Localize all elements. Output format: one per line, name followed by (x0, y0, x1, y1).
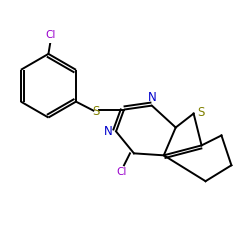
Text: S: S (92, 105, 100, 118)
Text: N: N (148, 90, 156, 104)
Text: N: N (104, 125, 113, 138)
Text: Cl: Cl (45, 30, 56, 40)
Text: S: S (198, 106, 205, 119)
Text: Cl: Cl (117, 167, 127, 177)
